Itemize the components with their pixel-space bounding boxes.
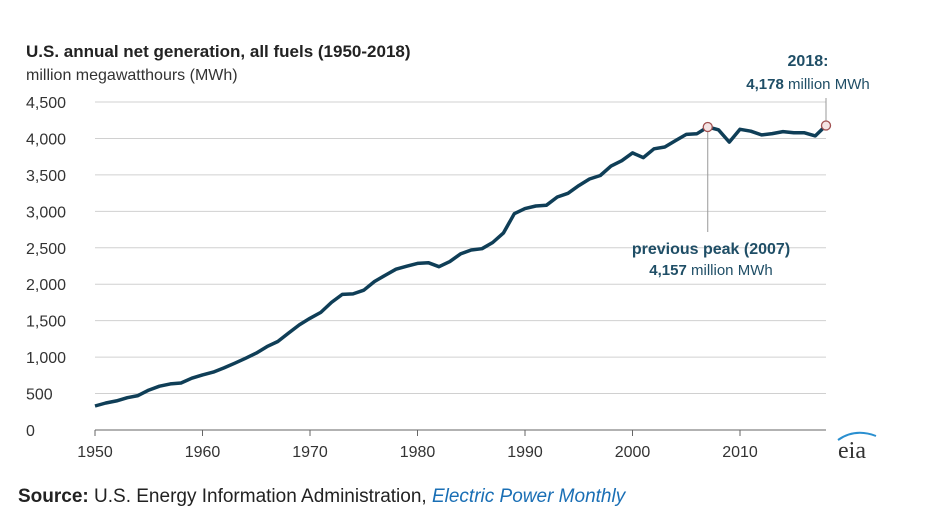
annotation-2018-title: 2018: [788, 53, 829, 70]
annotation-peak-number: 4,157 [649, 262, 687, 279]
eia-logo-swoosh [837, 431, 877, 441]
annotation-2018-number: 4,178 [746, 76, 784, 93]
y-axis-label: million megawatthours (MWh) [26, 67, 238, 84]
y-tick-label: 4,000 [26, 131, 66, 148]
source-link[interactable]: Electric Power Monthly [431, 486, 626, 507]
source-text: U.S. Energy Information Administration, [94, 486, 427, 507]
annotation-peak-title: previous peak (2007) [632, 241, 790, 258]
line-chart: U.S. annual net generation, all fuels (1… [26, 42, 877, 464]
annotation-peak-unit: million MWh [691, 262, 773, 279]
x-tick-label: 1970 [292, 444, 328, 461]
y-tick-label: 4,500 [26, 95, 66, 112]
y-tick-label: 0 [26, 423, 35, 440]
x-tick-label: 1950 [77, 444, 113, 461]
y-tick-label: 1,500 [26, 314, 66, 331]
marker-2018 [820, 120, 832, 131]
eia-logo-text: eia [838, 438, 866, 464]
eia-logo: eia [837, 431, 877, 464]
y-tick-label: 500 [26, 387, 53, 404]
annotation-peak-value: 4,157 million MWh [649, 262, 772, 279]
y-tick-label: 2,000 [26, 277, 66, 294]
chart-title: U.S. annual net generation, all fuels (1… [26, 42, 411, 61]
source-footer: Source: U.S. Energy Information Administ… [18, 486, 625, 508]
x-tick-label: 1990 [507, 444, 543, 461]
x-tick-label: 1960 [185, 444, 221, 461]
y-tick-label: 3,000 [26, 204, 66, 221]
marker-2007-peak [702, 121, 713, 133]
y-tick-label: 3,500 [26, 168, 66, 185]
x-tick-label: 1980 [400, 444, 436, 461]
y-tick-label: 1,000 [26, 350, 66, 367]
x-tick-label: 2000 [615, 444, 651, 461]
y-tick-label: 2,500 [26, 241, 66, 258]
x-tick-label: 2010 [722, 444, 758, 461]
annotation-2018-value: 4,178 million MWh [746, 76, 869, 93]
source-label: Source: [18, 486, 89, 507]
annotation-2018-unit: million MWh [788, 76, 870, 93]
